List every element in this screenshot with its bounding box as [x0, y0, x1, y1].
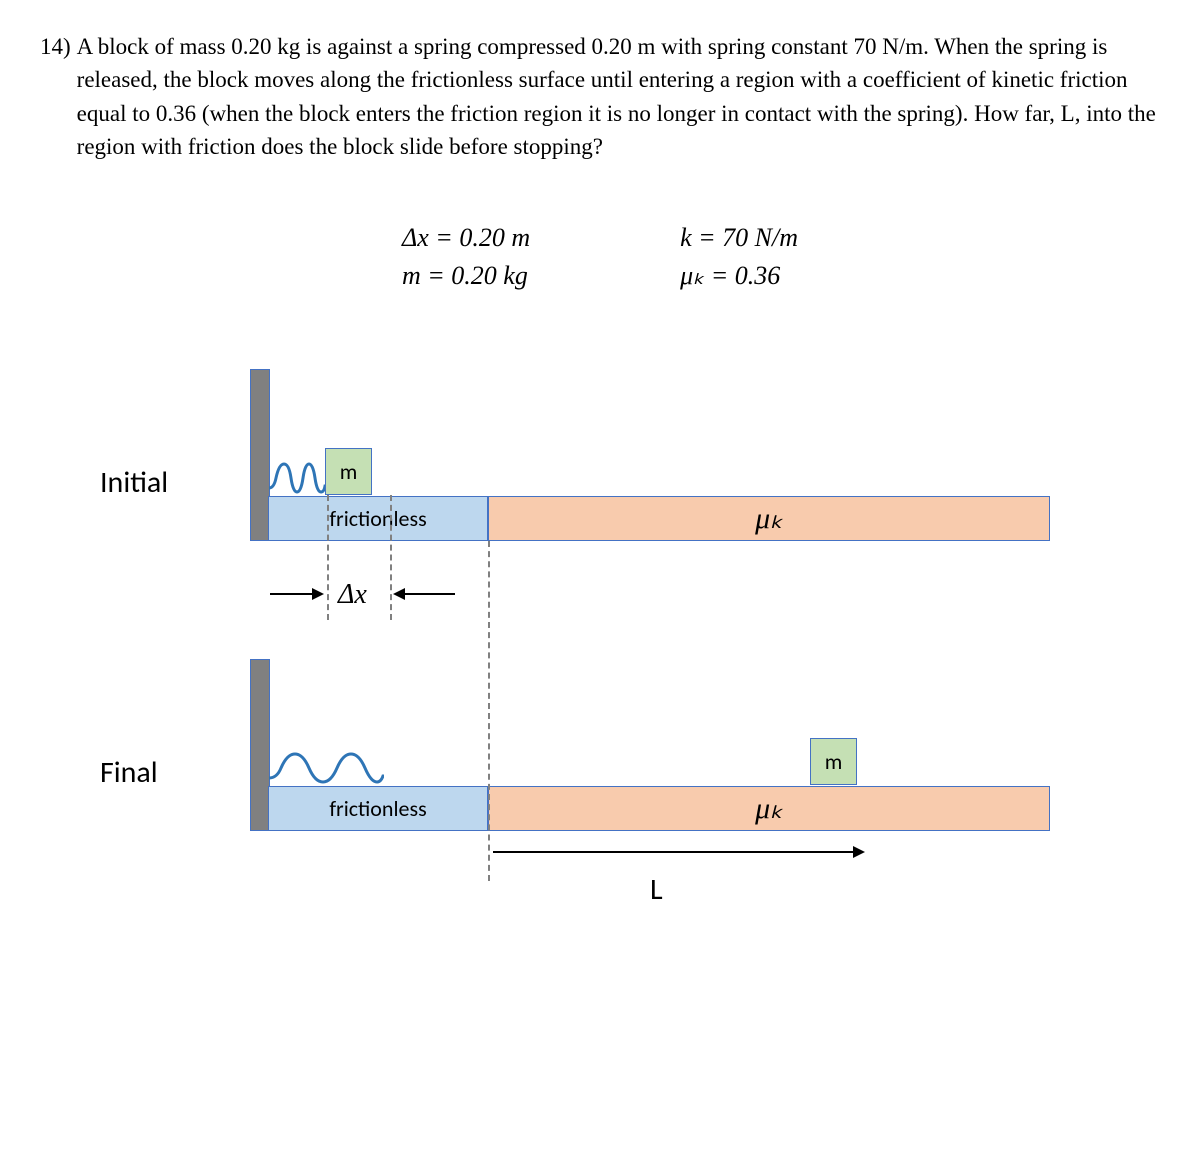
given-k: k = 70 N/m: [680, 223, 798, 253]
frictionless-region-initial: frictionless: [268, 496, 488, 541]
friction-region-initial: μₖ: [488, 496, 1050, 541]
question-body: A block of mass 0.20 kg is against a spr…: [77, 30, 1160, 163]
friction-region-final: μₖ: [488, 786, 1050, 831]
initial-state-row: Initial frictionless μₖ m: [100, 371, 1100, 541]
initial-scene: frictionless μₖ m: [250, 371, 1050, 541]
wall-initial: [250, 369, 270, 541]
spring-compressed-icon: [269, 462, 327, 494]
final-scene: frictionless μₖ m: [250, 661, 1050, 831]
diagram: Initial frictionless μₖ m Δx Final frict…: [100, 371, 1100, 911]
final-state-row: Final frictionless μₖ m: [100, 661, 1100, 831]
dash-line-left: [327, 495, 329, 620]
given-values: Δx = 0.20 m m = 0.20 kg k = 70 N/m μₖ = …: [40, 223, 1160, 291]
question-number: 14): [40, 30, 71, 163]
spring-relaxed-icon: [269, 752, 384, 784]
question-text: 14) A block of mass 0.20 kg is against a…: [40, 30, 1160, 163]
long-dash-line: [488, 541, 490, 881]
block-initial: m: [325, 448, 372, 495]
l-annotation: L: [250, 841, 1050, 911]
given-dx: Δx = 0.20 m: [402, 223, 530, 253]
frictionless-region-final: frictionless: [268, 786, 488, 831]
surface-initial: frictionless μₖ: [268, 496, 1050, 541]
given-col-right: k = 70 N/m μₖ = 0.36: [680, 223, 798, 291]
given-mass: m = 0.20 kg: [402, 261, 530, 291]
dx-symbol: Δx: [338, 579, 367, 611]
arrow-right-icon: [270, 593, 322, 595]
initial-label: Initial: [100, 464, 250, 541]
given-col-left: Δx = 0.20 m m = 0.20 kg: [402, 223, 530, 291]
surface-final: frictionless μₖ: [268, 786, 1050, 831]
l-arrow-icon: [493, 851, 863, 853]
l-symbol: L: [650, 871, 663, 908]
block-final: m: [810, 738, 857, 785]
dash-line-right: [390, 495, 392, 620]
final-label: Final: [100, 754, 250, 831]
arrow-left-icon: [395, 593, 455, 595]
given-mu: μₖ = 0.36: [680, 261, 798, 291]
wall-final: [250, 659, 270, 831]
dx-annotation: Δx: [250, 551, 1050, 631]
